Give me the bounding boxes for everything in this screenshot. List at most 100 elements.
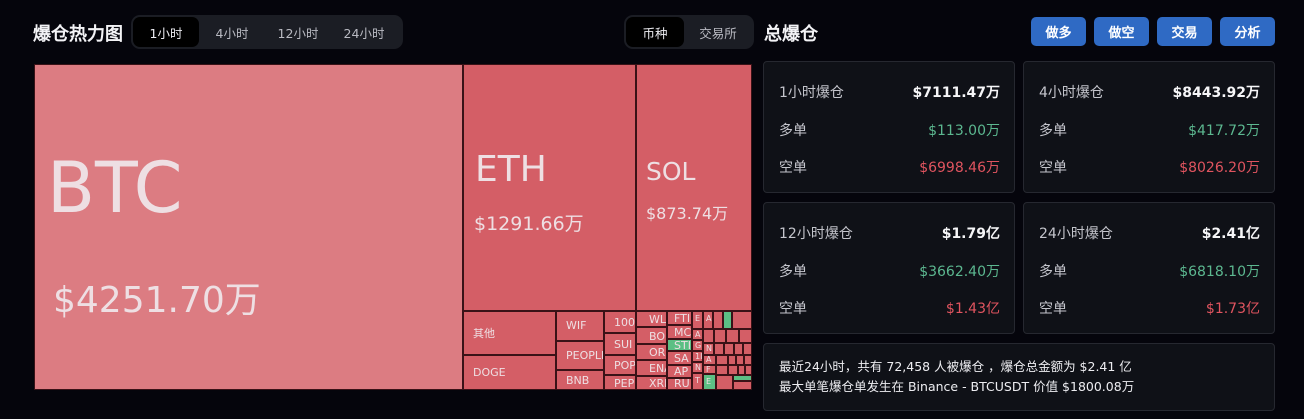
cell-symbol: POPC [614, 359, 636, 372]
cell-symbol: BTC [47, 147, 183, 229]
cell-symbol: WLI [649, 313, 667, 326]
cell-symbol: PEOPLE [566, 349, 604, 362]
treemap-cell-small[interactable] [714, 343, 724, 355]
long-value: $6818.10万 [1179, 264, 1260, 280]
cell-symbol: SA [674, 352, 689, 365]
treemap-cell-popcat[interactable]: POPC [604, 355, 636, 375]
treemap-cell-bnb[interactable]: BNB [556, 370, 604, 390]
cell-symbol: A [695, 330, 701, 339]
treemap-cell-small[interactable]: E [703, 374, 716, 390]
short-label: 空单 [779, 301, 807, 317]
treemap-cell-people[interactable]: PEOPLE [556, 341, 604, 370]
short-label: 空单 [1039, 301, 1067, 317]
cell-symbol: A [706, 355, 712, 364]
treemap-cell-ftm[interactable]: FTI [667, 311, 692, 325]
cell-symbol: N [706, 344, 712, 353]
treemap-cell-small[interactable]: F [703, 365, 716, 374]
treemap-cell-small[interactable]: E [692, 311, 703, 329]
tab-12h[interactable]: 12小时 [277, 25, 319, 41]
long-label: 多单 [779, 123, 807, 139]
treemap-cell-sol[interactable]: SOL $873.74万 [636, 64, 752, 311]
treemap-cell-bome[interactable]: BOI [636, 327, 667, 344]
treemap-cell-btc[interactable]: BTC $4251.70万 [34, 64, 463, 390]
tab-24h[interactable]: 24小时 [343, 25, 385, 41]
go-long-button[interactable]: 做多 [1031, 17, 1086, 46]
cell-symbol: 1I [695, 352, 703, 361]
stat-total: $7111.47万 [912, 85, 1000, 101]
treemap-cell-eth[interactable]: ETH $1291.66万 [463, 64, 636, 311]
treemap-cell-small[interactable] [714, 329, 726, 343]
treemap-cell-small[interactable] [733, 381, 752, 390]
treemap-cell-small[interactable] [739, 329, 752, 343]
treemap-cell-wld[interactable]: WLI [636, 311, 667, 327]
treemap-cell-ap[interactable]: AP [667, 365, 692, 378]
cell-symbol: PEPE [614, 377, 635, 390]
treemap-cell-small[interactable] [728, 365, 738, 375]
cell-symbol: N [695, 363, 701, 372]
cell-symbol: A [706, 314, 712, 323]
cell-symbol: F [706, 365, 711, 374]
treemap-cell-small[interactable] [734, 343, 743, 355]
tab-exchange[interactable]: 交易所 [699, 25, 737, 41]
cell-symbol: 其他 [473, 327, 495, 340]
treemap-cell-1000[interactable]: 1000 [604, 311, 636, 333]
treemap-cell-wif[interactable]: WIF [556, 311, 604, 341]
treemap-cell-small[interactable]: A [692, 329, 703, 340]
treemap-cell-small[interactable]: 1I [692, 351, 703, 362]
treemap-cell-small[interactable] [716, 375, 733, 390]
treemap-cell-small[interactable] [743, 343, 752, 355]
short-value: $8026.20万 [1179, 160, 1260, 176]
treemap-cell-small[interactable] [713, 311, 723, 329]
time-range-selector: 1小时 4小时 12小时 24小时 [131, 15, 403, 49]
treemap-cell-small[interactable] [744, 355, 752, 365]
short-label: 空单 [1039, 160, 1067, 176]
treemap-cell-small[interactable] [716, 355, 728, 365]
treemap-cell-small[interactable] [723, 311, 732, 329]
treemap-cell-other[interactable]: 其他 [463, 311, 556, 355]
treemap-cell-small[interactable]: G [692, 340, 703, 351]
treemap-cell-small[interactable] [738, 365, 745, 375]
treemap-cell-ru[interactable]: RU [667, 378, 692, 390]
cell-symbol: ETH [475, 149, 547, 190]
cell-symbol: AP [674, 365, 689, 378]
long-label: 多单 [1039, 123, 1067, 139]
treemap-cell-stx[interactable]: STI [667, 339, 692, 351]
treemap-cell-ena[interactable]: ENA [636, 360, 667, 376]
treemap-cell-small[interactable] [733, 375, 752, 381]
treemap-cell-small[interactable] [724, 343, 734, 355]
treemap-cell-ordi[interactable]: ORI [636, 344, 667, 360]
treemap-cell-small[interactable]: N [703, 343, 714, 355]
long-label: 多单 [1039, 264, 1067, 280]
treemap-cell-sui[interactable]: SUI [604, 333, 636, 355]
cell-symbol: XRF [649, 377, 666, 390]
treemap-cell-xrp[interactable]: XRF [636, 376, 667, 390]
treemap-cell-mc[interactable]: MC [667, 325, 692, 339]
treemap-cell-small[interactable] [726, 329, 739, 343]
treemap-cell-small[interactable]: T [692, 373, 703, 390]
cell-symbol: MC [674, 326, 692, 339]
treemap-cell-small[interactable]: N [692, 362, 703, 373]
treemap-cell-small[interactable] [716, 365, 728, 375]
treemap-cell-doge[interactable]: DOGE [463, 355, 556, 390]
treemap-cell-small[interactable]: A [703, 311, 713, 329]
analysis-button[interactable]: 分析 [1220, 17, 1275, 46]
short-value: $6998.46万 [919, 160, 1000, 176]
stat-card-4h: 4小时爆仓 $8443.92万 多单 $417.72万 空单 $8026.20万 [1023, 61, 1275, 193]
treemap-cell-pepe[interactable]: PEPE [604, 375, 636, 390]
go-short-button[interactable]: 做空 [1094, 17, 1149, 46]
tab-1h[interactable]: 1小时 [133, 17, 199, 47]
treemap-cell-sa[interactable]: SA [667, 351, 692, 365]
trade-button[interactable]: 交易 [1157, 17, 1212, 46]
long-label: 多单 [779, 264, 807, 280]
cell-symbol: ENA [649, 362, 666, 375]
treemap-cell-small[interactable] [732, 311, 752, 329]
treemap-cell-small[interactable] [736, 355, 744, 365]
tab-coin[interactable]: 币种 [626, 17, 684, 47]
treemap-cell-small[interactable] [728, 355, 736, 365]
treemap-cell-small[interactable] [703, 329, 714, 343]
summary-line-1: 最近24小时，共有 72,458 人被爆仓 ，爆仓总金额为 $2.41 亿 [779, 359, 1132, 374]
cell-symbol: T [695, 376, 700, 385]
tab-4h[interactable]: 4小时 [215, 25, 249, 41]
treemap-cell-small[interactable] [745, 365, 752, 375]
treemap-cell-small[interactable]: A [703, 355, 716, 365]
